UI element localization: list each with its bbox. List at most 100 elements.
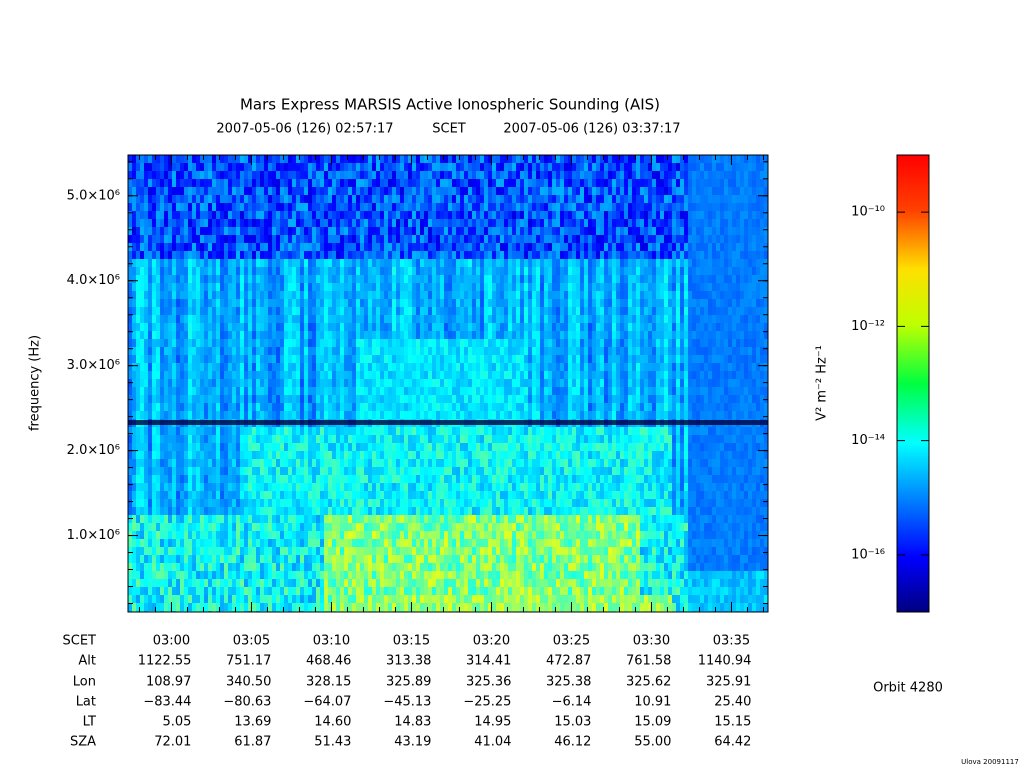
spectrogram-cell [288,515,292,523]
spectrogram-cell [288,491,292,499]
spectrogram-cell [176,491,180,499]
spectrogram-cell [280,403,284,411]
spectrogram-cell [424,579,428,587]
spectrogram-cell [220,339,224,347]
spectrogram-cell [240,443,244,451]
spectrogram-cell [156,563,160,571]
spectrogram-cell [128,163,132,171]
spectrogram-cell [180,179,184,187]
spectrogram-cell [352,571,356,579]
spectrogram-cell [308,251,312,259]
spectrogram-cell [404,475,408,483]
spectrogram-cell [164,331,168,339]
spectrogram-cell [324,219,328,227]
spectrogram-cell [400,155,404,163]
spectrogram-cell [340,195,344,203]
spectrogram-cell [424,275,428,283]
spectrogram-cell [216,283,220,291]
spectrogram-cell [136,475,140,483]
spectrogram-cell [184,171,188,179]
spectrogram-cell [296,531,300,539]
spectrogram-cell [428,555,432,563]
spectrogram-cell [432,363,436,371]
spectrogram-cell [208,275,212,283]
spectrogram-cell [208,595,212,603]
spectrogram-cell [168,179,172,187]
spectrogram-cell [280,483,284,491]
spectrogram-cell [384,451,388,459]
spectrogram-cell [244,347,248,355]
spectrogram-cell [388,315,392,323]
spectrogram-cell [424,379,428,387]
spectrogram-cell [156,235,160,243]
spectrogram-cell [276,259,280,267]
spectrogram-cell [460,243,464,251]
spectrogram-cell [140,563,144,571]
spectrogram-cell [152,427,156,435]
spectrogram-cell [468,507,472,515]
spectrogram-cell [400,171,404,179]
spectrogram-cell [424,411,428,419]
spectrogram-cell [340,363,344,371]
spectrogram-cell [300,507,304,515]
spectrogram-cell [408,171,412,179]
spectrogram-cell [376,579,380,587]
spectrogram-cell [284,563,288,571]
spectrogram-cell [324,315,328,323]
spectrogram-cell [160,563,164,571]
spectrogram-cell [208,195,212,203]
spectrogram-cell [408,355,412,363]
spectrogram-cell [308,539,312,547]
spectrogram-cell [424,595,428,603]
spectrogram-cell [252,603,256,611]
spectrogram-cell [456,227,460,235]
spectrogram-cell [424,251,428,259]
spectrogram-cell [224,579,228,587]
spectrogram-cell [416,307,420,315]
spectrogram-cell [412,355,416,363]
spectrogram-cell [228,211,232,219]
spectrogram-cell [208,571,212,579]
spectrogram-cell [212,499,216,507]
spectrogram-cell [364,443,368,451]
spectrogram-cell [444,235,448,243]
spectrogram-cell [412,443,416,451]
spectrogram-cell [192,531,196,539]
spectrogram-cell [264,211,268,219]
spectrogram-cell [360,579,364,587]
spectrogram-cell [272,563,276,571]
spectrogram-cell [244,483,248,491]
spectrogram-cell [380,155,384,163]
spectrogram-cell [296,427,300,435]
spectrogram-cell [376,395,380,403]
spectrogram-cell [212,235,216,243]
spectrogram-cell [376,363,380,371]
spectrogram-cell [276,251,280,259]
spectrogram-cell [256,283,260,291]
spectrogram-cell [340,163,344,171]
spectrogram-cell [460,347,464,355]
spectrogram-cell [292,563,296,571]
spectrogram-cell [380,491,384,499]
spectrogram-cell [348,427,352,435]
spectrogram-cell [300,499,304,507]
spectrogram-cell [256,363,260,371]
spectrogram-cell [236,203,240,211]
spectrogram-cell [224,443,228,451]
spectrogram-cell [136,331,140,339]
spectrogram-cell [212,163,216,171]
spectrogram-cell [464,259,468,267]
spectrogram-cell [384,467,388,475]
spectrogram-cell [368,547,372,555]
spectrogram-cell [376,555,380,563]
spectrogram-cell [404,155,408,163]
spectrogram-cell [248,563,252,571]
spectrogram-cell [324,267,328,275]
spectrogram-cell [436,211,440,219]
spectrogram-cell [184,195,188,203]
spectrogram-cell [244,451,248,459]
spectrogram-cell [324,555,328,563]
spectrogram-cell [316,435,320,443]
spectrogram-cell [176,387,180,395]
spectrogram-cell [184,443,188,451]
